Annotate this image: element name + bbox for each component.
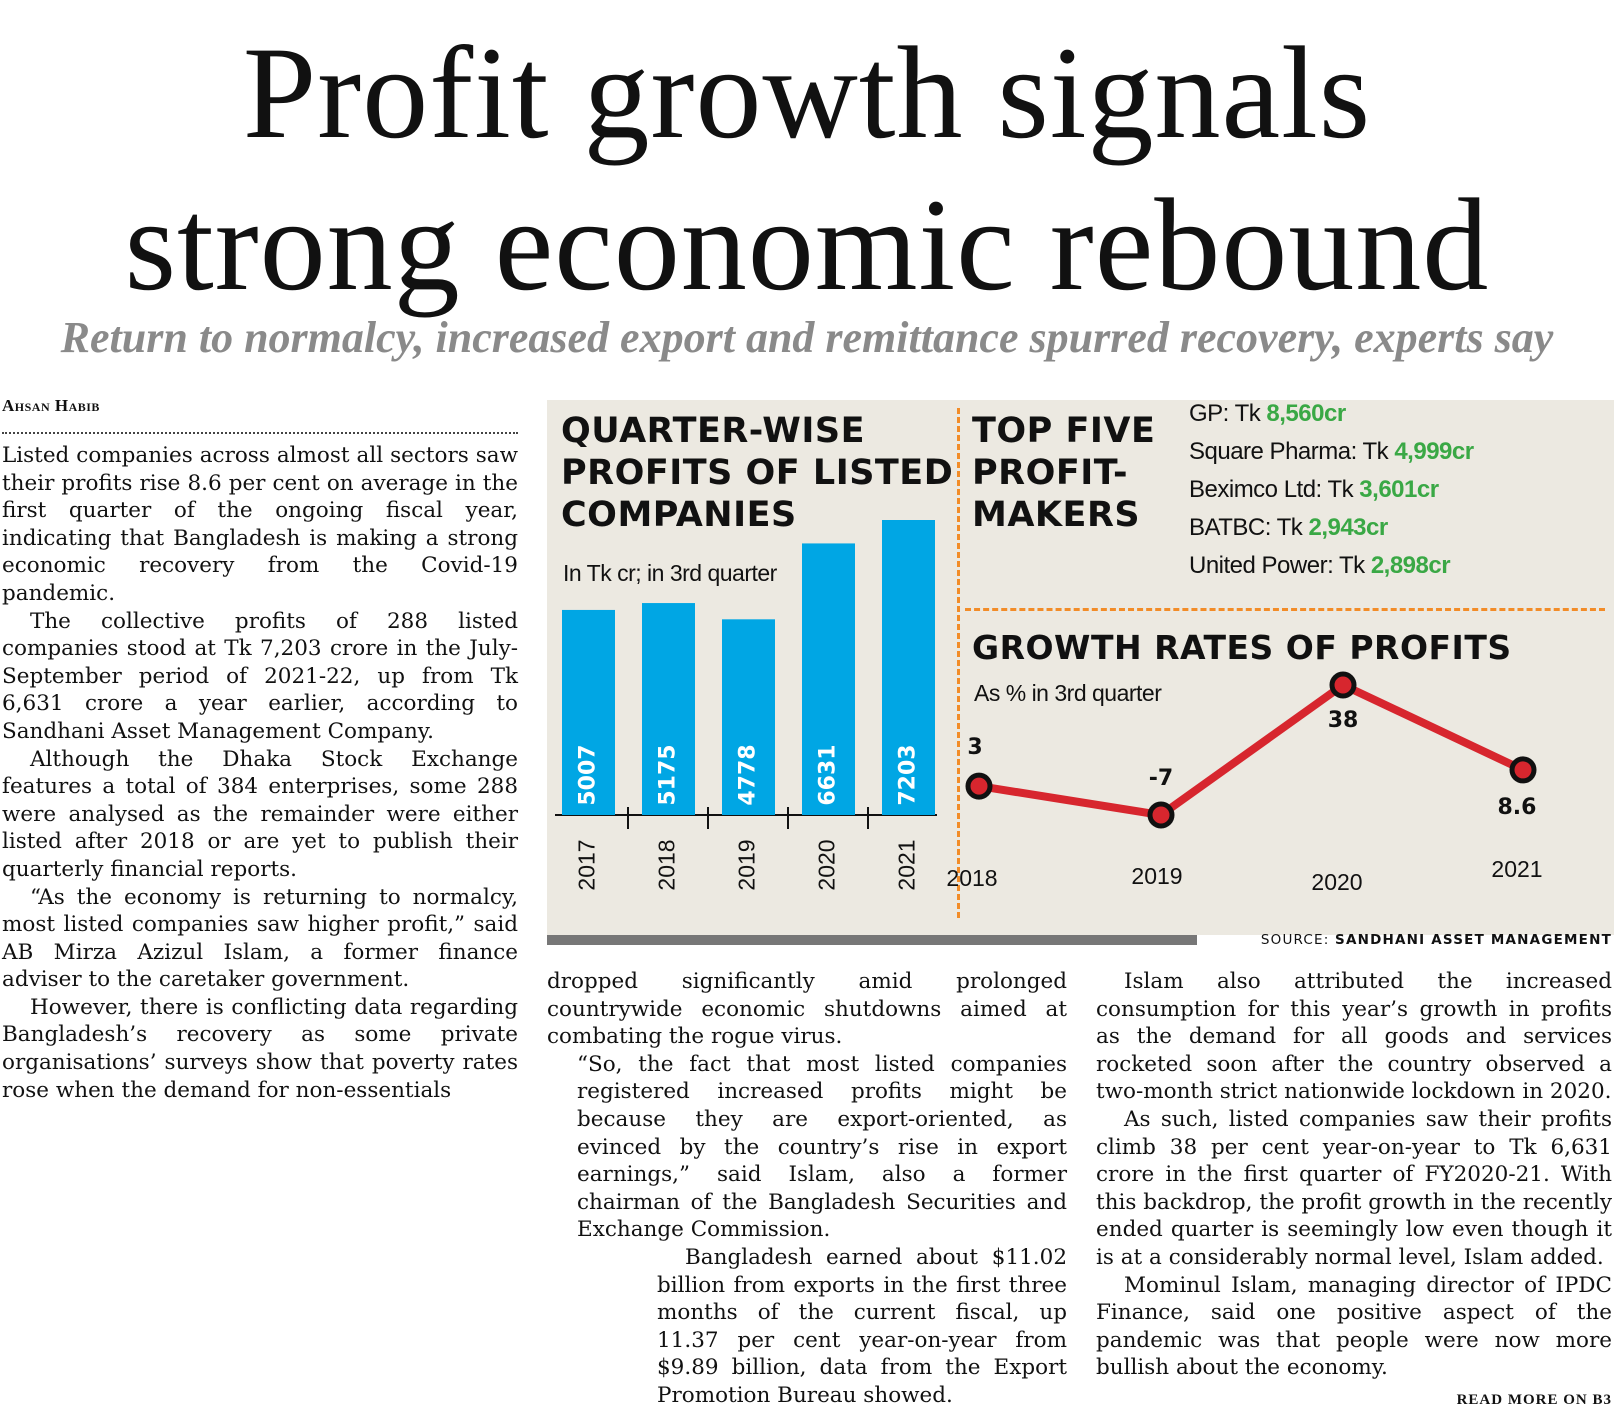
top-five-label: GP: Tk [1189, 400, 1267, 427]
infographic-base-bar [547, 935, 1197, 945]
deck-subheadline: Return to normalcy, increased export and… [60, 313, 1554, 362]
body-column-2: dropped significantly amid prolonged cou… [547, 968, 1067, 1410]
infographic: QUARTER-WISE PROFITS OF LISTED COMPANIES… [547, 400, 1614, 935]
bar-category-label: 2020 [814, 839, 840, 890]
infographic-horizontal-divider [965, 608, 1605, 611]
growth-x-label: 2018 [946, 865, 997, 891]
bar-2019 [722, 619, 775, 815]
top-five-item: Square Pharma: Tk 4,999cr [1189, 438, 1474, 466]
headline-line-1: Profit growth signals [242, 19, 1372, 166]
bar-category-label: 2021 [894, 839, 920, 890]
growth-data-label: 8.6 [1498, 795, 1537, 820]
bar-2020 [802, 543, 855, 815]
paragraph: Listed companies across almost all secto… [2, 443, 518, 606]
paragraph: dropped significantly amid prolonged cou… [547, 969, 1067, 1050]
bar-category-label: 2018 [654, 839, 680, 890]
growth-chart-title: GROWTH RATES OF PROFITS [972, 628, 1512, 667]
top-five-label: Square Pharma: Tk [1189, 438, 1395, 465]
bar-2017 [562, 609, 615, 815]
bar-data-label: 5175 [656, 744, 681, 805]
growth-x-label: 2020 [1311, 869, 1362, 895]
bar-category-label: 2017 [574, 839, 600, 890]
bar-2018 [642, 603, 695, 815]
quarter-chart-title: QUARTER-WISE PROFITS OF LISTED COMPANIES [561, 411, 954, 535]
growth-line-chart: 3 -7 38 8.6 2018 2019 2020 2021 [946, 671, 1543, 895]
byline: Ahsan Habib [2, 396, 100, 415]
paragraph: “So, the fact that most listed companies… [577, 1051, 1067, 1243]
infographic-vertical-divider [957, 408, 960, 918]
paragraph: The collective profits of 288 listed com… [2, 608, 518, 744]
top-five-value: 3,601cr [1359, 476, 1439, 503]
bar-data-label: 7203 [896, 744, 921, 805]
body-column-3: Islam also attributed the increased cons… [1096, 968, 1612, 1382]
bar-data-label: 6631 [816, 744, 841, 805]
top-five-value: 2,898cr [1370, 552, 1451, 579]
quarter-bar-chart: 5007 2017 5175 2018 4778 2019 6631 2020 7203 2021 [555, 520, 937, 891]
source-label: SOURCE: [1260, 932, 1336, 948]
growth-point-2018 [965, 772, 993, 800]
paragraph: Islam also attributed the increased cons… [1096, 969, 1612, 1105]
growth-point-2019 [1147, 801, 1175, 829]
top-five-item: GP: Tk 8,560cr [1189, 400, 1346, 428]
headline-line-2: strong economic rebound [124, 171, 1490, 318]
bar-2021 [882, 520, 935, 815]
byline-divider [2, 432, 518, 434]
bar-data-label: 4778 [736, 744, 761, 805]
growth-line-series [978, 681, 1525, 819]
top-five-label: Beximco Ltd: Tk [1189, 476, 1360, 503]
top-five-value: 4,999cr [1394, 438, 1474, 465]
top-five-label: United Power: Tk [1189, 552, 1371, 579]
growth-x-label: 2021 [1491, 856, 1542, 882]
growth-data-label: -7 [1149, 766, 1173, 791]
paragraph: Bangladesh earned about $11.02 billion f… [657, 1244, 1067, 1408]
paragraph: As such, listed companies saw their prof… [1096, 1106, 1612, 1270]
paragraph: “As the economy is returning to normalcy… [2, 884, 518, 993]
paragraph: Although the Dhaka Stock Exchange featur… [2, 746, 518, 882]
growth-point-2020 [1329, 671, 1357, 699]
top-five-value: 8,560cr [1266, 400, 1346, 427]
paragraph: Mominul Islam, managing director of IPDC… [1096, 1272, 1612, 1381]
growth-chart-subtitle: As % in 3rd quarter [974, 680, 1162, 706]
growth-data-label: 38 [1328, 708, 1359, 733]
top-five-item: Beximco Ltd: Tk 3,601cr [1189, 476, 1439, 504]
growth-x-label: 2019 [1131, 863, 1182, 889]
growth-point-2021 [1509, 756, 1537, 784]
read-more-link[interactable]: READ MORE ON B3 [1456, 1392, 1612, 1408]
body-column-1: Listed companies across almost all secto… [2, 442, 518, 1104]
source-name: SANDHANI ASSET MANAGEMENT [1335, 932, 1612, 948]
quarter-chart-subtitle: In Tk cr; in 3rd quarter [563, 560, 777, 586]
growth-data-label: 3 [967, 735, 982, 760]
source-credit: SOURCE: SANDHANI ASSET MANAGEMENT [1261, 932, 1612, 948]
top-five-label: BATBC: Tk [1189, 514, 1309, 541]
top-five-item: United Power: Tk 2,898cr [1189, 552, 1451, 580]
top-five-item: BATBC: Tk 2,943cr [1189, 514, 1388, 542]
bar-data-label: 5007 [576, 744, 601, 805]
bar-category-label: 2019 [734, 839, 760, 890]
top-five-value: 2,943cr [1308, 514, 1388, 541]
top-five-title: TOP FIVE PROFIT-MAKERS [972, 411, 1156, 535]
paragraph: However, there is conflicting data regar… [2, 994, 518, 1103]
